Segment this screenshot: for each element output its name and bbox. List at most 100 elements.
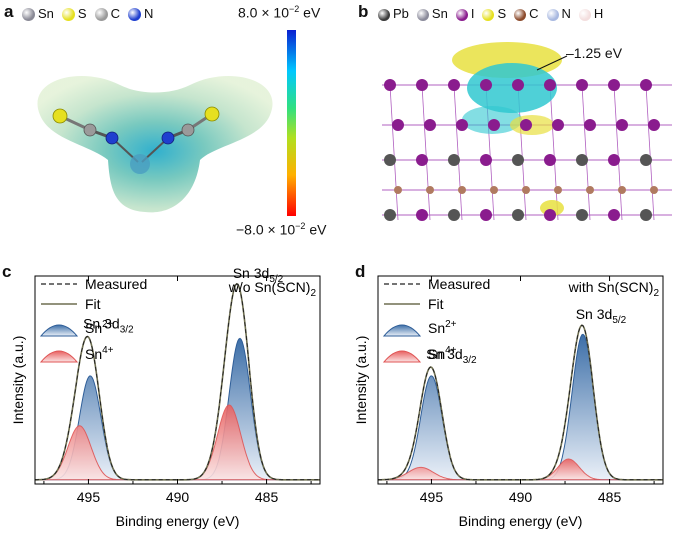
legend-label: Sn	[38, 6, 54, 21]
lattice-atom	[480, 79, 492, 91]
lattice-atom	[544, 154, 556, 166]
legend-item-h: H	[578, 6, 604, 21]
lattice-atom	[416, 154, 428, 166]
x-tick-label: 490	[509, 489, 533, 505]
colorbar-max-value: 8.0 × 10	[238, 4, 289, 21]
legend-sn2-label: Sn2+	[85, 319, 114, 336]
legend-item-s: S	[61, 6, 87, 22]
legend-label: S	[77, 6, 87, 21]
legend-dot-sn	[22, 8, 35, 22]
esp-surface	[37, 76, 273, 213]
lattice-atom	[480, 209, 492, 221]
lattice-atom	[384, 79, 396, 91]
lattice-atom	[554, 186, 562, 194]
atom-c-right	[181, 123, 195, 137]
panel-d-label: d	[355, 262, 366, 281]
condition-label: with Sn(SCN)2	[568, 279, 660, 299]
colorbar-min-value: −8.0 × 10	[236, 221, 296, 238]
lattice-atom	[512, 154, 524, 166]
lattice-atom	[608, 154, 620, 166]
panel-c-label: c	[2, 262, 12, 281]
lattice-atom	[576, 209, 588, 221]
legend-label: Sn	[431, 6, 448, 21]
x-tick-label: 495	[77, 489, 101, 505]
legend-item-c: C	[94, 6, 120, 22]
colorbar-min-label: −8.0 × 10−2 eV	[236, 221, 326, 238]
lattice-atom	[650, 186, 658, 194]
atom-n-right	[161, 131, 175, 145]
legend-dot-n	[546, 8, 559, 21]
peak-label-3d52: Sn 3d5/2	[576, 306, 627, 326]
lattice-atom	[576, 79, 588, 91]
colorbar	[287, 30, 296, 216]
sn4-component	[35, 404, 320, 481]
x-axis-label: Binding energy (eV)	[116, 513, 240, 529]
panel-a-label: a	[4, 2, 14, 21]
legend-fit-label: Fit	[428, 296, 444, 312]
charge-density-annotation: –1.25 eV	[566, 45, 623, 61]
legend-item-s: S	[482, 6, 506, 21]
measured-line	[35, 283, 320, 481]
legend-label: Pb	[393, 6, 409, 21]
legend-label: C	[529, 6, 539, 21]
legend-dot-c	[514, 8, 527, 21]
lattice-atom	[512, 209, 524, 221]
peak-label-3d52: Sn 3d5/2	[233, 265, 284, 285]
lattice-atom	[448, 154, 460, 166]
atom-c-left	[83, 123, 97, 137]
x-tick-label: 495	[420, 489, 444, 505]
legend-label: I	[470, 6, 475, 21]
lattice-atom	[448, 79, 460, 91]
legend-label: C	[110, 6, 120, 21]
charge-density-cyan-top	[467, 63, 557, 113]
legend-sn4-swatch	[39, 350, 79, 363]
colorbar-max-unit: eV	[303, 4, 321, 21]
lattice-atom	[480, 154, 492, 166]
colorbar-max-exp: −2	[289, 4, 300, 14]
colorbar-min-exp: −2	[295, 221, 306, 231]
atom-s-left	[52, 108, 68, 124]
legend-sn4-label: Sn4+	[428, 345, 457, 362]
lattice-atom	[616, 119, 628, 131]
lattice-atom	[416, 79, 428, 91]
legend-sn2-swatch	[382, 324, 422, 337]
legend-label: N	[143, 6, 154, 21]
lattice-atom	[618, 186, 626, 194]
lattice-atom	[394, 186, 402, 194]
legend-label: H	[593, 6, 604, 21]
lattice-atom	[458, 186, 466, 194]
lattice-atom	[456, 119, 468, 131]
panel-b-legend: Pb Sn I S C N H	[378, 6, 611, 21]
y-axis-label: Intensity (a.u.)	[353, 336, 369, 425]
lattice-atom	[584, 119, 596, 131]
legend-sn2-label: Sn2+	[428, 319, 457, 336]
lattice-atom	[490, 186, 498, 194]
panel-b-label: b	[358, 2, 369, 21]
atom-s-right	[204, 106, 220, 122]
lattice-atom	[640, 79, 652, 91]
lattice-atom	[522, 186, 530, 194]
legend-dot-s	[61, 8, 75, 22]
lattice-bond	[613, 84, 623, 221]
atom-sn	[130, 154, 150, 174]
legend-dot-sn	[416, 8, 429, 21]
lattice-atom	[424, 119, 436, 131]
legend-fit-label: Fit	[85, 296, 101, 312]
xps-chart-c: 495 490 485 Binding energy (eV) Intensity (a…	[10, 265, 321, 529]
legend-dot-s	[482, 8, 495, 21]
lattice-atom	[552, 119, 564, 131]
peak-label-3d32: Sn 3d3/2	[426, 346, 477, 366]
lattice-bond	[389, 84, 399, 221]
lattice-atom	[426, 186, 434, 194]
lattice-atom	[520, 119, 532, 131]
legend-item-c: C	[514, 6, 539, 21]
colorbar-max-label: 8.0 × 10−2 eV	[238, 4, 320, 21]
legend-measured-label: Measured	[85, 276, 147, 292]
legend-label: S	[497, 6, 507, 21]
legend-item-n: N	[127, 6, 154, 22]
lattice-bond	[645, 84, 655, 221]
legend-measured-label: Measured	[428, 276, 490, 292]
legend-dot-pb	[378, 8, 390, 21]
legend-item-sn: Sn	[22, 6, 54, 22]
condition-label: w/o Sn(SCN)2	[228, 279, 317, 299]
